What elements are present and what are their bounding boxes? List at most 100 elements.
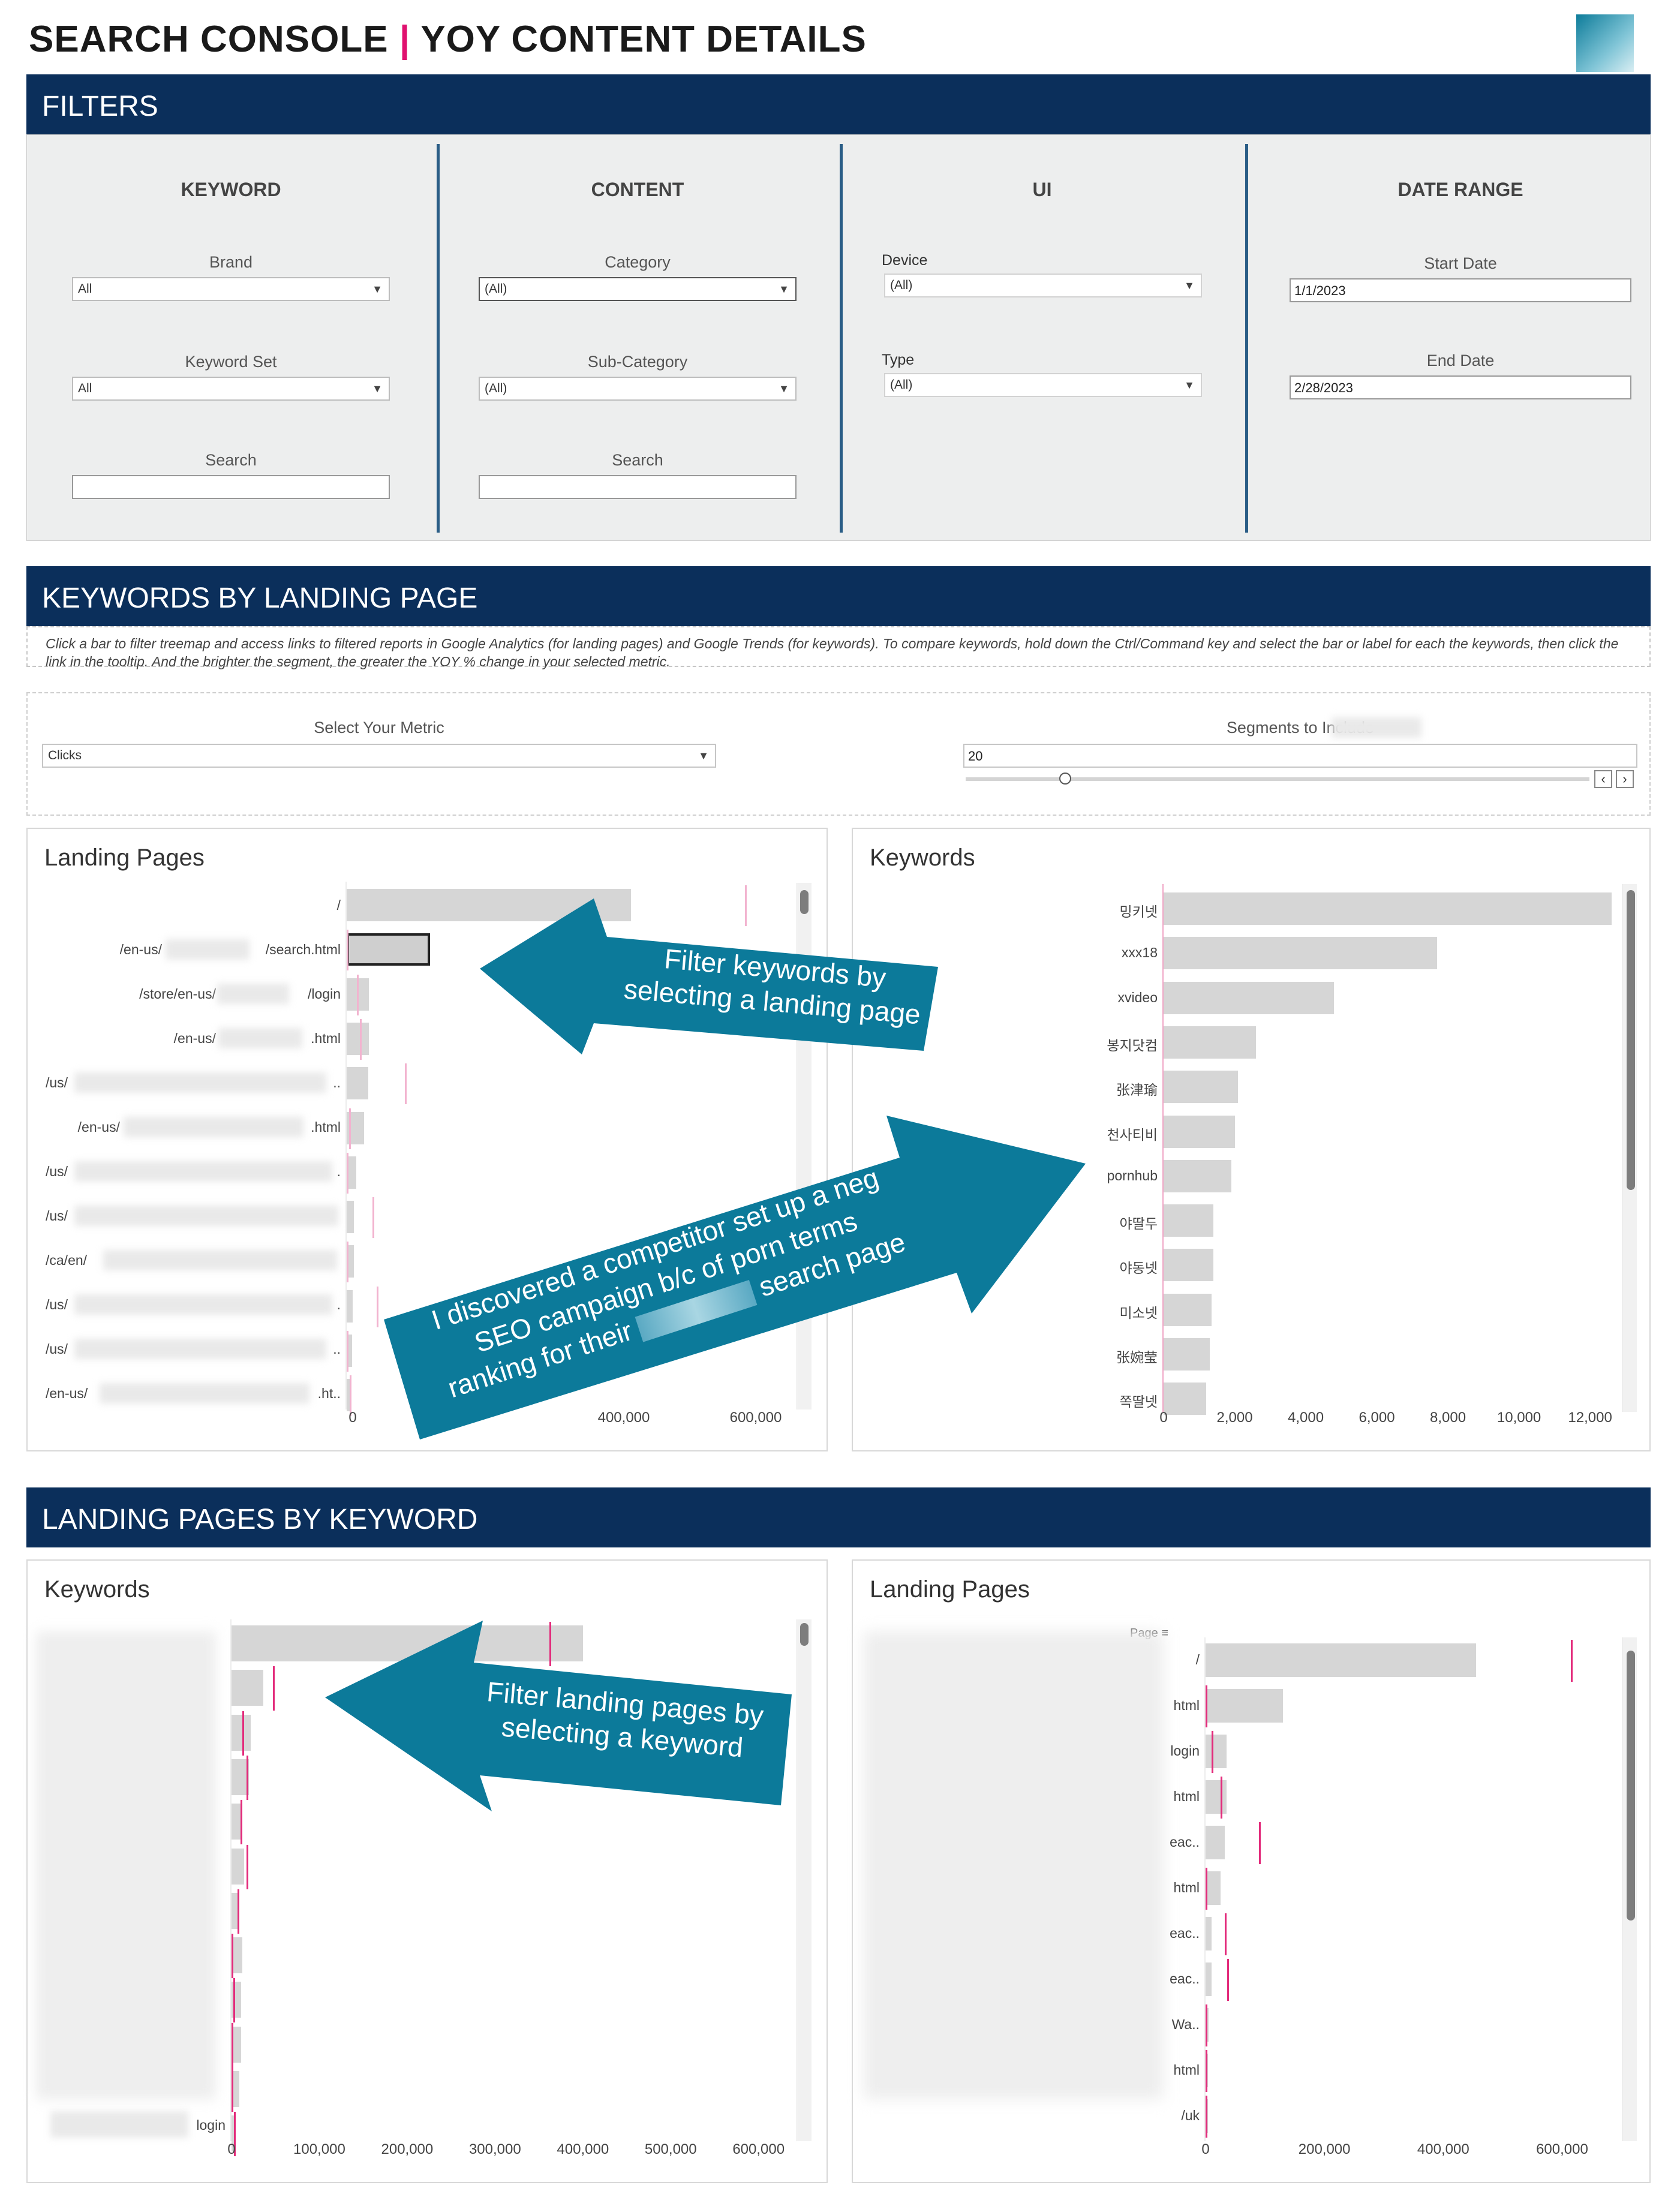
landing-page-label[interactable]: .ht.. [317,1385,341,1401]
bar[interactable] [1206,1871,1221,1905]
landing-page-label[interactable]: /en-us/ [46,1385,88,1401]
scrollbar-thumb[interactable] [800,1623,809,1646]
bar[interactable] [347,1067,369,1100]
landing-page-label[interactable]: /store/en-us/ [139,986,216,1002]
landing-page-label[interactable]: / [1195,1652,1200,1667]
bar[interactable] [347,1379,351,1412]
landing-page-label[interactable]: /en-us/ [77,1119,120,1135]
landing-page-label[interactable]: /us/ [46,1341,68,1357]
bar[interactable] [232,1937,242,1974]
segments-slider-track[interactable] [966,777,1589,781]
keyword-label[interactable]: 천사티비 [1107,1126,1158,1143]
brand-dropdown[interactable]: All ▼ [72,277,390,301]
landing-page-label[interactable]: html [1173,1789,1200,1804]
subcategory-dropdown[interactable]: (All) ▼ [479,377,797,401]
landing-page-label[interactable]: . [336,1297,341,1312]
landing-page-label[interactable]: /us/ [46,1297,68,1312]
bar[interactable] [232,1714,251,1751]
landing-page-label[interactable]: html [1173,1880,1200,1895]
landing-page-label[interactable]: /login [308,986,341,1002]
bar[interactable] [232,1892,240,1929]
keyword-label[interactable]: 张婉莹 [1116,1350,1158,1365]
bar[interactable] [1164,981,1335,1014]
landing-page-label[interactable]: /us/ [46,1164,68,1179]
end-date-input[interactable]: 2/28/2023 [1290,375,1631,399]
bar[interactable] [232,1848,244,1885]
landing-page-label[interactable]: /us/ [46,1208,68,1224]
landing-page-label[interactable]: eac.. [1170,1925,1200,1941]
keyword-label[interactable]: 야딸두 [1119,1216,1158,1232]
landing-page-label[interactable]: /uk [1181,2108,1200,2123]
bar[interactable] [1164,1159,1231,1192]
bar[interactable] [232,1804,242,1840]
bar[interactable] [1206,1917,1212,1950]
landing-page-label[interactable]: .. [333,1075,341,1090]
landing-page-label[interactable]: /ca/en/ [46,1252,88,1268]
bar[interactable] [1164,1026,1257,1059]
keyword-label[interactable]: 야동넷 [1119,1260,1158,1276]
landing-page-label[interactable]: /en-us/ [173,1030,216,1046]
bar[interactable] [347,933,431,966]
bar[interactable] [1164,1115,1235,1148]
bar[interactable] [1206,1689,1283,1723]
segments-input[interactable]: 20 [963,744,1637,768]
keyword-label[interactable]: xvideo [1117,989,1158,1005]
keyword-label[interactable]: xxx18 [1121,945,1158,961]
landing-page-label[interactable]: html [1173,1697,1200,1713]
bar[interactable] [232,1759,250,1795]
bar[interactable] [1206,1735,1227,1768]
landing-page-label[interactable]: / [336,897,341,913]
bar[interactable] [347,1156,357,1189]
keyword-label[interactable]: 쪽딸넷 [1119,1394,1158,1410]
bar[interactable] [1206,1643,1476,1677]
keyword-label[interactable]: login [196,2117,226,2133]
landing-page-label[interactable]: . [336,1164,341,1179]
slider-decrement-button[interactable]: ‹ [1594,770,1612,788]
landing-page-label[interactable]: Wa.. [1171,2016,1200,2032]
bar[interactable] [347,1245,354,1278]
landing-page-label[interactable]: /search.html [265,942,341,957]
scrollbar-thumb[interactable] [1627,1651,1635,1921]
landing-page-label[interactable]: eac.. [1170,1834,1200,1850]
bar[interactable] [232,2115,236,2152]
bar[interactable] [347,1335,352,1367]
landing-page-label[interactable]: /us/ [46,1075,68,1090]
bar[interactable] [1206,1780,1227,1814]
bar[interactable] [1206,1826,1225,1859]
landing-page-label[interactable]: .. [333,1341,341,1357]
keyword-search-input[interactable] [72,475,390,499]
metric-dropdown[interactable]: Clicks ▼ [42,744,716,768]
slider-increment-button[interactable]: › [1616,770,1634,788]
bar[interactable] [1164,892,1612,925]
content-search-input[interactable] [479,475,797,499]
device-dropdown[interactable]: (All) ▼ [884,274,1202,297]
bar[interactable] [1206,1962,1212,1996]
landing-page-label[interactable]: .html [311,1030,341,1046]
landing-page-label[interactable]: html [1173,2062,1200,2078]
keyword-label[interactable]: 봉지닷컴 [1107,1037,1158,1053]
bar[interactable] [1164,1071,1239,1104]
landing-page-label[interactable]: login [1170,1743,1200,1759]
keyword-label[interactable]: 밍키넷 [1119,904,1158,919]
category-dropdown[interactable]: (All) ▼ [479,277,797,301]
bar[interactable] [232,2026,242,2063]
bar[interactable] [347,1022,369,1055]
landing-page-label[interactable]: /en-us/ [119,942,162,957]
keyword-label[interactable]: pornhub [1107,1167,1158,1183]
bar[interactable] [1164,1382,1207,1415]
keyword-set-dropdown[interactable]: All ▼ [72,377,390,401]
scrollbar-thumb[interactable] [1627,890,1635,1190]
bar[interactable] [1164,937,1438,970]
segments-slider-handle[interactable] [1059,773,1071,785]
bar[interactable] [1164,1293,1212,1326]
start-date-input[interactable]: 1/1/2023 [1290,278,1631,302]
bar[interactable] [347,1290,353,1323]
bar[interactable] [1164,1249,1213,1282]
bar[interactable] [1164,1204,1213,1237]
bar[interactable] [232,1625,583,1661]
bar[interactable] [232,1670,263,1706]
scrollbar[interactable] [797,1619,812,2141]
keyword-label[interactable]: 미소넷 [1119,1305,1158,1321]
scrollbar-thumb[interactable] [800,890,809,914]
landing-page-label[interactable]: .html [311,1119,341,1135]
